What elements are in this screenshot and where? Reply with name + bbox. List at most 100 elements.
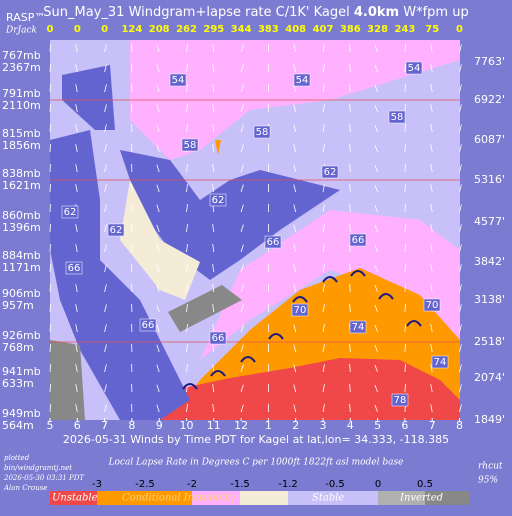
level-ft: 2518' [474,335,505,348]
level-ft: 1849' [474,413,505,426]
level-m: 633m [2,377,34,390]
contour-label: 62 [212,195,225,206]
contour-label: 78 [394,395,407,406]
contour-label: 62 [110,225,123,236]
legend-tick: 0 [375,479,381,490]
barb [50,264,51,272]
legend-class: Conditional Instability [122,493,235,504]
wstar-label: 75 [425,24,439,35]
rh-note: rhcut [478,462,503,472]
level-m: 1396m [2,221,41,234]
legend-tick: -1.5 [230,479,250,490]
legend-tick: -3 [92,479,102,490]
barb [50,124,51,132]
legend-tick: -1.2 [278,479,298,490]
contour-label: 66 [267,237,280,248]
barb [50,64,51,72]
wstar-label: 295 [203,24,224,35]
wstar-label: 383 [258,24,279,35]
contour-label: 62 [324,167,337,178]
contour-label: 66 [68,263,81,274]
wstar-label: 328 [367,24,388,35]
level-ft: 3138' [474,293,505,306]
legend-tick: 0.5 [417,479,433,490]
level-ft: 3842' [474,255,505,268]
barb [50,164,51,172]
wstar-label: 0 [456,24,463,35]
level-ft: 2074' [474,371,505,384]
contour-label: 54 [296,75,309,86]
contour-label: 74 [352,322,365,333]
barb [50,104,51,112]
barb [50,304,51,312]
level-ft: 5316' [474,173,505,186]
wstar-label: 262 [176,24,197,35]
author: DrJack [5,26,37,36]
contour-label: 58 [391,112,404,123]
barb [50,384,51,392]
wstar-label: 243 [394,24,415,35]
contour-label: 70 [426,300,439,311]
level-m: 2110m [2,99,41,112]
brand: RASP™ [6,11,45,24]
barb [50,184,51,192]
barb [50,244,51,252]
barb [50,404,51,412]
level-m: 768m [2,341,34,354]
barb [50,44,51,52]
contour-label: 74 [434,357,447,368]
wstar-label: 0 [101,24,108,35]
plot-note: Alan Crouse [3,484,47,492]
wstar-label: 407 [313,24,334,35]
level-m: 1621m [2,179,41,192]
legend-title: Local Lapse Rate in Degrees C per 1000ft… [108,458,404,468]
plot-note: bin/windgramtj.net [4,464,72,472]
contour-label: 62 [64,207,77,218]
wstar-label: 344 [231,24,252,35]
rh-note: 95% [478,476,498,486]
barb [50,144,51,152]
barb [50,204,51,212]
chart-title: Sun_May_31 Windgram+lapse rate C/1K' Kag… [43,5,468,20]
barb [50,344,51,352]
contour-label: 66 [352,235,365,246]
legend-tick: -2.5 [135,479,155,490]
wstar-label: 0 [74,24,81,35]
title: Sun_May_31 Windgram+lapse rate C/1K' Kag… [43,5,354,20]
barb [50,364,51,372]
legend-class: Stable [312,493,344,504]
barb [50,84,51,92]
contour-label: 54 [172,75,185,86]
legend-swatch [240,491,288,505]
wstar-label: 208 [149,24,170,35]
legend-class: Unstable [52,493,98,504]
caption: 2026-05-31 Winds by Time PDT for Kagel a… [63,433,449,446]
contour-label: 70 [294,305,307,316]
level-m: 1856m [2,139,41,152]
level-m: 2367m [2,61,41,74]
title-tail: W*fpm up [399,5,469,20]
barb [50,284,51,292]
plot-note: plotted [4,454,30,462]
region [50,340,85,420]
contour-label: 58 [184,140,197,151]
barb [50,324,51,332]
level-ft: 6087' [474,133,505,146]
wstar-label: 124 [121,24,142,35]
wstar-label: 408 [285,24,306,35]
contour-label: 58 [256,127,269,138]
level-ft: 7763' [474,55,505,68]
wstar-label: 386 [340,24,361,35]
level-m: 1171m [2,261,41,274]
level-ft: 6922' [474,93,505,106]
plot-note: 2026-05-30 03:31 PDT [3,474,85,482]
level-m: 957m [2,299,34,312]
contour-label: 66 [212,333,225,344]
contour-label: 54 [408,63,421,74]
legend-class: Inverted [399,493,443,504]
legend-tick: -2 [187,479,197,490]
legend-tick: -0.5 [325,479,345,490]
wstar-label: 0 [47,24,54,35]
level-m: 564m [2,419,34,432]
